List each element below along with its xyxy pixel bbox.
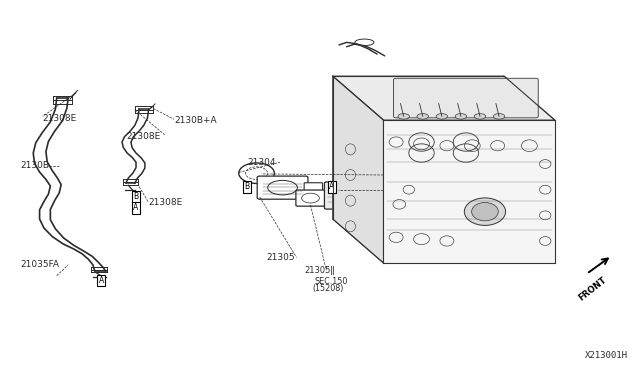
- Text: 21308E: 21308E: [127, 132, 161, 141]
- Text: (15208): (15208): [312, 284, 344, 293]
- Ellipse shape: [455, 113, 467, 119]
- Text: 2130B+A: 2130B+A: [174, 116, 217, 125]
- Polygon shape: [333, 76, 383, 263]
- Polygon shape: [383, 120, 555, 263]
- Text: 21305: 21305: [266, 253, 294, 262]
- Text: 21305ǁ: 21305ǁ: [304, 266, 335, 275]
- Text: SEC.150: SEC.150: [315, 277, 348, 286]
- FancyBboxPatch shape: [304, 183, 323, 191]
- Text: 21308E: 21308E: [43, 114, 77, 123]
- Text: 21304: 21304: [247, 158, 276, 167]
- Text: 2130B: 2130B: [20, 161, 49, 170]
- Text: X213001H: X213001H: [585, 351, 628, 360]
- FancyBboxPatch shape: [257, 176, 308, 199]
- Polygon shape: [333, 76, 555, 120]
- Ellipse shape: [474, 113, 486, 119]
- Text: 21308E: 21308E: [148, 198, 183, 207]
- Ellipse shape: [417, 113, 428, 119]
- FancyBboxPatch shape: [394, 78, 538, 118]
- Text: FRONT: FRONT: [577, 276, 608, 303]
- Text: B: B: [244, 182, 250, 191]
- Ellipse shape: [333, 180, 349, 186]
- Ellipse shape: [333, 205, 349, 211]
- FancyBboxPatch shape: [296, 190, 325, 206]
- Text: A: A: [99, 276, 104, 285]
- Ellipse shape: [436, 113, 447, 119]
- Ellipse shape: [472, 202, 499, 221]
- Ellipse shape: [493, 113, 505, 119]
- FancyBboxPatch shape: [324, 182, 358, 209]
- Text: A: A: [133, 203, 139, 212]
- Ellipse shape: [465, 198, 506, 225]
- Text: A: A: [330, 182, 335, 191]
- Text: B: B: [134, 192, 139, 202]
- Text: 21035FA: 21035FA: [20, 260, 60, 269]
- Ellipse shape: [398, 113, 410, 119]
